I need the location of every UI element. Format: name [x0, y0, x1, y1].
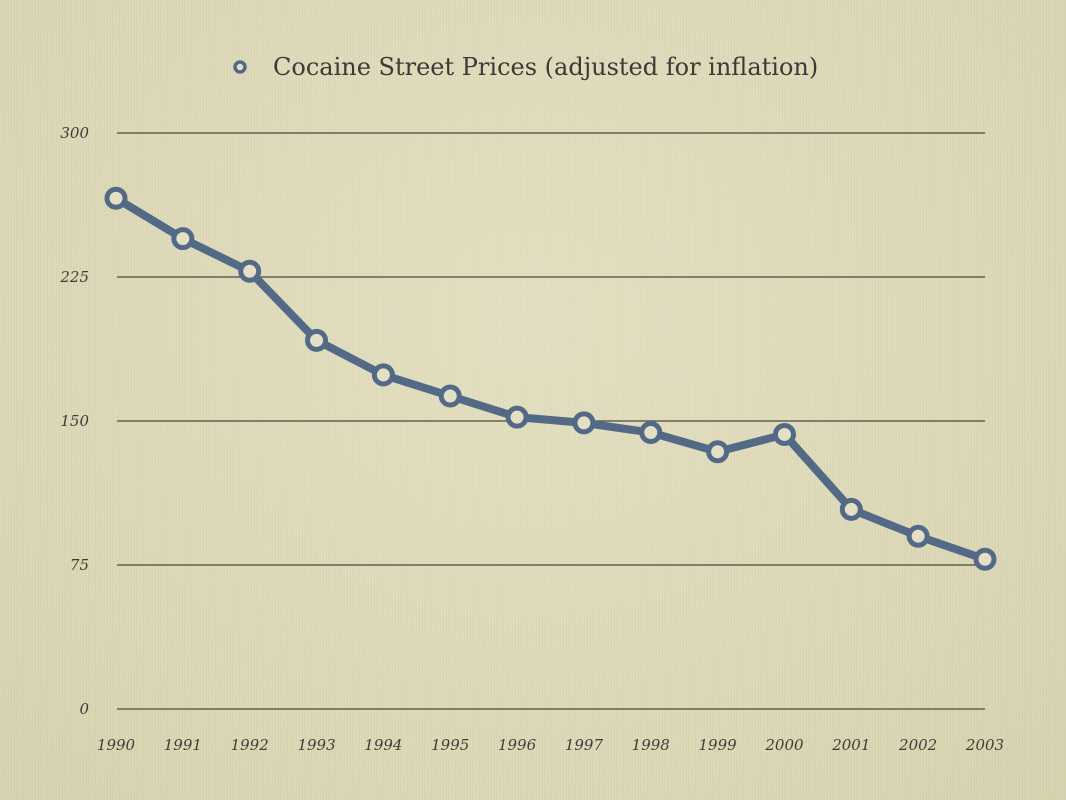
- y-tick-label-225: 225: [59, 268, 89, 286]
- x-tick-label-2002: 2002: [898, 736, 937, 754]
- y-axis: 0 75 150 225 300: [59, 124, 89, 718]
- legend-label: Cocaine Street Prices (adjusted for infl…: [273, 53, 818, 81]
- y-tick-label-300: 300: [60, 124, 89, 142]
- data-point-2002: [906, 524, 930, 548]
- x-tick-label-1993: 1993: [297, 736, 335, 754]
- data-point-1991: [171, 227, 195, 251]
- y-tick-label-75: 75: [70, 556, 89, 574]
- data-point-1998: [639, 421, 663, 445]
- y-tick-label-150: 150: [60, 412, 89, 430]
- y-tick-label-0: 0: [79, 700, 89, 718]
- data-point-1994: [371, 363, 395, 387]
- data-point-1990: [104, 186, 128, 210]
- x-tick-label-1997: 1997: [565, 736, 604, 754]
- series: [104, 186, 997, 571]
- data-point-1995: [438, 384, 462, 408]
- x-axis: 1990 1991 1992 1993 1994 1995 1996 1997 1998 1999…: [97, 736, 1004, 754]
- data-point-1999: [706, 440, 730, 464]
- series-line: [112, 194, 989, 564]
- x-tick-label-1991: 1991: [164, 736, 202, 754]
- data-point-2000: [772, 422, 796, 446]
- x-tick-label-1999: 1999: [699, 736, 738, 754]
- legend-marker: [233, 60, 247, 74]
- x-tick-label-2000: 2000: [764, 736, 804, 754]
- x-tick-label-1998: 1998: [632, 736, 670, 754]
- x-tick-label-1990: 1990: [97, 736, 136, 754]
- x-tick-label-1996: 1996: [498, 736, 537, 754]
- data-point-1997: [572, 411, 596, 435]
- legend: Cocaine Street Prices (adjusted for infl…: [233, 53, 818, 81]
- x-tick-label-1995: 1995: [431, 736, 469, 754]
- data-point-2003: [973, 547, 997, 571]
- x-tick-label-2001: 2001: [831, 736, 870, 754]
- x-tick-label-1994: 1994: [364, 736, 402, 754]
- data-point-1996: [505, 405, 529, 429]
- data-point-1993: [305, 328, 329, 352]
- x-tick-label-1992: 1992: [231, 736, 269, 754]
- data-point-1992: [238, 259, 262, 283]
- x-tick-label-2003: 2003: [965, 736, 1004, 754]
- data-point-2001: [839, 497, 863, 521]
